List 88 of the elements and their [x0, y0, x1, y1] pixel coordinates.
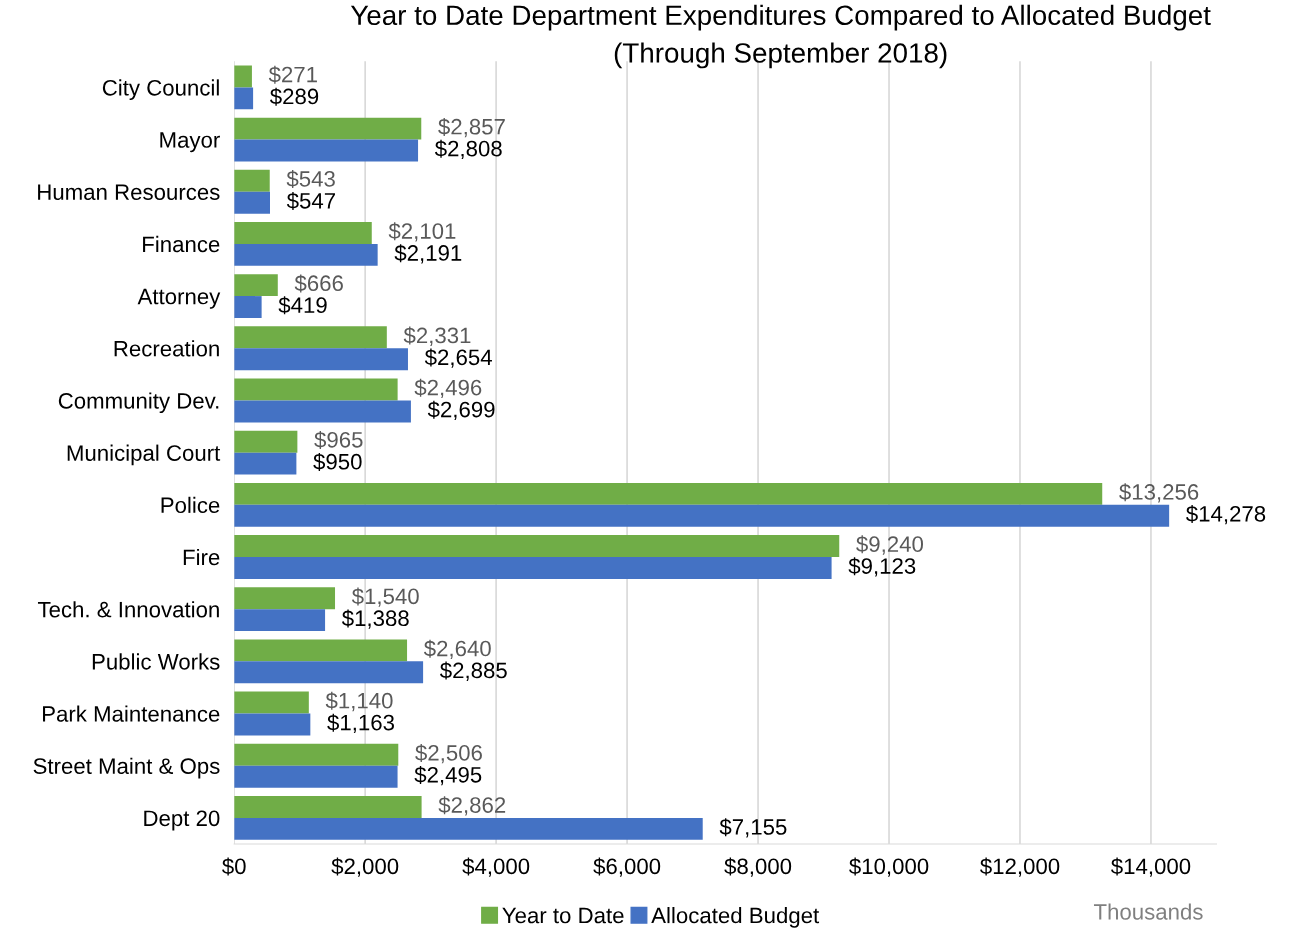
data-label: $2,862: [438, 796, 506, 816]
bar: [234, 65, 252, 88]
bar: [234, 139, 419, 162]
bar: [234, 482, 1103, 505]
data-label: $2,857: [438, 117, 505, 138]
data-label: $2,808: [434, 139, 502, 160]
y-tick-label: Human Resources: [38, 184, 220, 201]
bar: [234, 743, 399, 766]
chart-title: Year to Date Department Expenditures Compared to Allocated Budget: [350, 4, 1211, 31]
x-tick-label: $10,000: [849, 857, 929, 877]
data-label: $950: [313, 452, 362, 471]
bar: [234, 378, 398, 401]
data-label: $666: [294, 274, 343, 293]
bar: [234, 191, 270, 214]
x-tick-label: $12,000: [980, 857, 1060, 877]
bar: [234, 326, 387, 349]
x-tick-label: $2,000: [331, 857, 399, 877]
bar: [234, 691, 309, 714]
legend-label: Allocated Budget: [651, 907, 820, 928]
bar: [234, 795, 422, 818]
bar: [234, 535, 840, 557]
data-label: $2,654: [424, 348, 492, 368]
bar: [234, 243, 378, 266]
data-label: $419: [278, 296, 327, 315]
x-tick-label: $14,000: [1111, 857, 1191, 877]
text: Thousands: [1093, 903, 1203, 920]
y-tick-label: Municipal Court: [67, 444, 221, 466]
data-label: $13,256: [1119, 483, 1199, 503]
data-label: $1,140: [325, 691, 393, 712]
y-tick-label: Park Maintenance: [43, 705, 220, 722]
y-tick-label: Public Works: [92, 653, 220, 670]
y-tick-label: Dept 20: [144, 810, 220, 831]
bar: [234, 169, 270, 192]
data-label: $9,240: [856, 535, 924, 555]
y-tick-label: Fire: [183, 548, 220, 566]
bar: [234, 452, 297, 475]
y-tick-label: Community Dev.: [58, 392, 219, 414]
y-tick-label: Recreation: [114, 340, 219, 357]
bar: [234, 504, 1170, 527]
data-label: $271: [268, 65, 317, 84]
y-tick-label: City Council: [102, 79, 219, 101]
bar: [234, 587, 336, 610]
data-label: $547: [286, 192, 335, 210]
y-tick-label: Street Maint & Ops: [33, 757, 220, 779]
bar: [234, 765, 398, 788]
data-label: $9,123: [848, 557, 916, 577]
data-label: $289: [270, 87, 319, 106]
y-tick-label: Attorney: [137, 288, 221, 309]
data-label: $2,495: [414, 765, 482, 786]
bar: [234, 117, 422, 140]
x-tick-label: $6,000: [593, 857, 661, 877]
bar: [234, 713, 311, 736]
data-label: $965: [314, 430, 363, 449]
bar: [234, 661, 424, 684]
data-label: $2,506: [415, 744, 482, 764]
x-tick-label: $0: [222, 857, 246, 876]
data-label: $2,101: [388, 222, 456, 242]
bar: [234, 639, 408, 662]
bar: [234, 296, 262, 319]
bar: [234, 87, 254, 110]
y-tick-label: Mayor: [160, 132, 220, 153]
data-label: $2,191: [394, 244, 462, 264]
bar: [234, 609, 326, 632]
y-tick-label: Finance: [143, 235, 220, 253]
data-label: $2,885: [440, 661, 507, 681]
bar: [234, 430, 298, 453]
data-label: $14,278: [1186, 505, 1266, 525]
x-tick-label: $4,000: [462, 857, 530, 877]
bar: [234, 348, 408, 371]
data-label: $2,699: [427, 400, 495, 421]
legend-label: Year to Date: [502, 907, 624, 924]
bar: [234, 400, 411, 423]
data-label: $1,163: [327, 713, 394, 734]
bar: [234, 274, 278, 297]
bar: [234, 817, 703, 840]
chart-subtitle: (Through September 2018): [614, 42, 947, 69]
y-tick-label: Tech. & Innovation: [37, 601, 219, 618]
data-label: $2,640: [423, 639, 491, 659]
bar: [234, 557, 832, 579]
y-tick-label: Police: [161, 496, 220, 514]
data-label: $1,540: [351, 587, 419, 607]
data-label: $7,155: [719, 818, 787, 838]
data-label: $2,331: [403, 326, 471, 346]
bar: [234, 222, 372, 244]
data-label: $1,388: [341, 609, 409, 629]
x-tick-label: $8,000: [724, 857, 792, 877]
data-label: $2,496: [414, 378, 482, 399]
data-label: $543: [286, 170, 335, 189]
